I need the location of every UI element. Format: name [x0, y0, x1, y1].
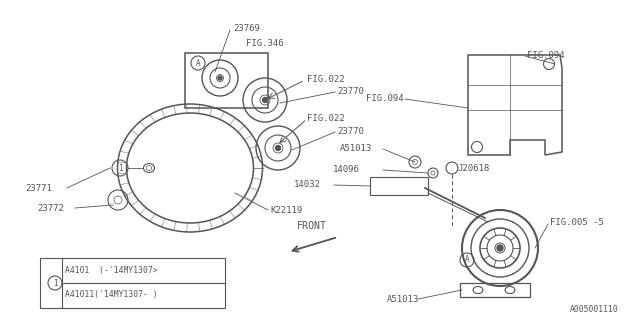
Text: FIG.005 -5: FIG.005 -5 [550, 218, 604, 227]
Text: 23771: 23771 [25, 183, 52, 193]
Circle shape [218, 76, 222, 80]
Text: 1: 1 [52, 278, 58, 287]
Text: A4101  (-'14MY1307>: A4101 (-'14MY1307> [65, 267, 157, 276]
Circle shape [262, 98, 268, 102]
Text: A51013: A51013 [340, 143, 372, 153]
Bar [370, 177, 428, 195]
Text: K22119: K22119 [270, 205, 302, 214]
Text: 23770: 23770 [337, 86, 364, 95]
Text: 14032: 14032 [294, 180, 321, 188]
Text: J20618: J20618 [457, 164, 489, 172]
Circle shape [275, 146, 280, 150]
Text: A41011('14MY1307- ): A41011('14MY1307- ) [65, 291, 157, 300]
Text: 14096: 14096 [333, 164, 360, 173]
Bar [460, 283, 530, 297]
Text: A51013: A51013 [387, 294, 419, 303]
Text: 23770: 23770 [337, 126, 364, 135]
Text: 23772: 23772 [37, 204, 64, 212]
Text: FIG.022: FIG.022 [307, 75, 344, 84]
Text: FIG.094: FIG.094 [366, 93, 404, 102]
Text: 23769: 23769 [233, 23, 260, 33]
Text: A005001110: A005001110 [570, 306, 619, 315]
Text: FIG.094: FIG.094 [527, 51, 564, 60]
Text: FIG.346: FIG.346 [246, 38, 284, 47]
Bar [185, 53, 268, 108]
Circle shape [497, 245, 503, 251]
Text: A: A [196, 59, 200, 68]
Bar [40, 258, 225, 308]
Text: FIG.022: FIG.022 [307, 114, 344, 123]
Text: A: A [465, 255, 469, 265]
Text: 1: 1 [118, 164, 122, 172]
Text: FRONT: FRONT [297, 221, 327, 231]
